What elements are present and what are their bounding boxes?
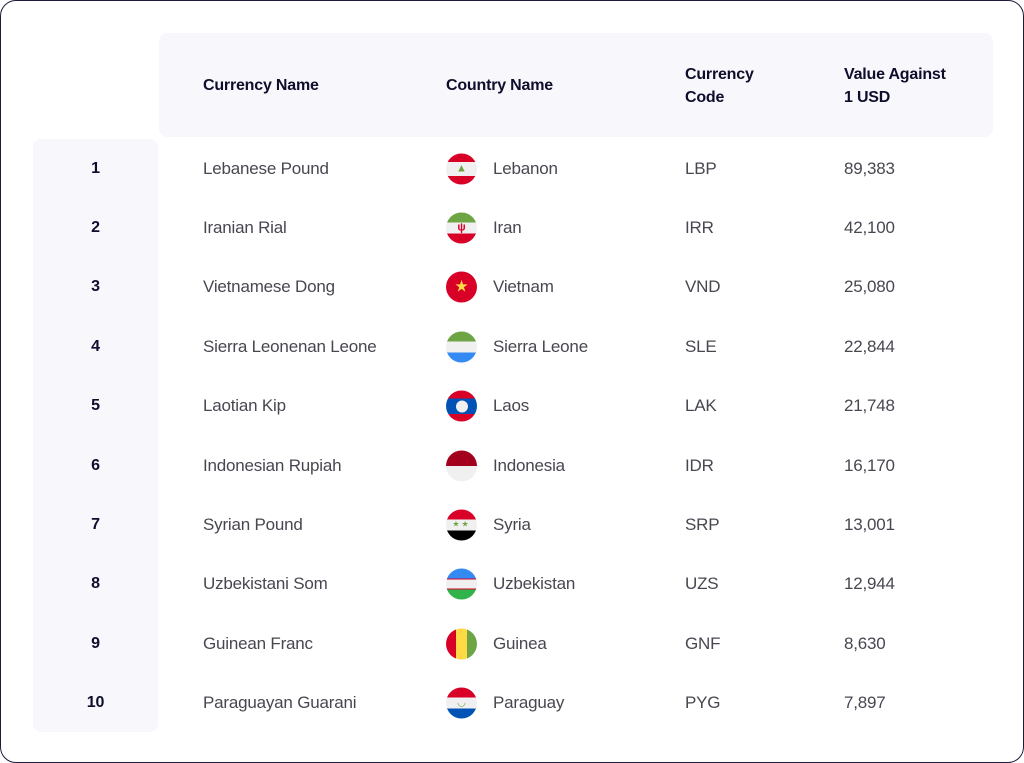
flag-emblem: ▲ <box>456 162 467 174</box>
country-name: Lebanon <box>493 158 558 178</box>
rank-number: 4 <box>91 337 100 355</box>
rank-number: 10 <box>86 694 105 712</box>
value-against-usd: 21,748 <box>844 396 895 416</box>
currency-code: SLE <box>685 336 717 356</box>
header-value-line1: Value Against <box>844 66 946 83</box>
rank-number: 7 <box>91 515 100 533</box>
currency-name: Indonesian Rupiah <box>203 455 342 475</box>
header-country-name: Country Name <box>446 77 553 94</box>
value-against-usd: 25,080 <box>844 277 895 297</box>
sierra-leone-flag-icon <box>446 331 477 363</box>
header-currency-code-line2: Code <box>685 89 725 106</box>
table-row: 9 Guinean Franc Guinea GNF 8,630 <box>1 614 1024 673</box>
country-name: Guinea <box>493 633 547 653</box>
value-against-usd: 22,844 <box>844 336 895 356</box>
flag-emblem: ψ <box>457 221 466 234</box>
currency-code: GNF <box>685 633 721 653</box>
currency-code: UZS <box>685 574 719 594</box>
value-against-usd: 42,100 <box>844 217 895 237</box>
rank-number: 3 <box>91 278 100 296</box>
iran-flag-icon: ψ <box>446 212 477 244</box>
currency-name: Paraguayan Guarani <box>203 693 357 713</box>
flag-emblem: ◡ <box>457 697 466 709</box>
syria-flag-icon: ★★ <box>446 509 477 541</box>
country-name: Indonesia <box>493 455 565 475</box>
header-currency-name: Currency Name <box>203 77 319 94</box>
rank-number: 8 <box>91 575 100 593</box>
country-name: Syria <box>493 514 531 534</box>
header-value-line2: 1 USD <box>844 89 891 106</box>
table-row: 8 Uzbekistani Som Uzbekistan UZS 12,944 <box>1 555 1024 614</box>
currency-name: Syrian Pound <box>203 514 303 534</box>
table-row: 3 Vietnamese Dong ★ Vietnam VND 25,080 <box>1 258 1024 317</box>
lebanon-flag-icon: ▲ <box>446 153 477 184</box>
table-row: 7 Syrian Pound ★★ Syria SRP 13,001 <box>1 495 1024 554</box>
flag-emblem: ★ <box>454 278 469 296</box>
table-row: 1 Lebanese Pound ▲ Lebanon LBP 89,383 <box>1 139 1024 198</box>
currency-code: VND <box>685 277 721 297</box>
header-currency-code: Currency Code <box>685 63 754 109</box>
country-name: Paraguay <box>493 693 565 713</box>
currency-name: Uzbekistani Som <box>203 574 328 594</box>
table-row: 6 Indonesian Rupiah Indonesia IDR 16,170 <box>1 436 1024 495</box>
currency-name: Vietnamese Dong <box>203 277 335 297</box>
value-against-usd: 89,383 <box>844 158 895 178</box>
country-name: Uzbekistan <box>493 574 576 594</box>
country-name: Vietnam <box>493 277 554 297</box>
value-against-usd: 12,944 <box>844 574 895 594</box>
rank-number: 9 <box>91 634 100 652</box>
currency-name: Sierra Leonenan Leone <box>203 336 377 356</box>
currency-name: Lebanese Pound <box>203 158 329 178</box>
vietnam-flag-icon: ★ <box>446 271 477 303</box>
country-name: Sierra Leone <box>493 336 588 356</box>
rank-number: 1 <box>91 159 100 177</box>
currency-code: IRR <box>685 217 714 237</box>
uzbekistan-flag-icon <box>446 568 477 600</box>
currency-code: IDR <box>685 455 714 475</box>
country-name: Laos <box>493 396 530 416</box>
rank-number: 5 <box>91 397 100 415</box>
flag-emblem <box>455 400 468 413</box>
table-row: 10 Paraguayan Guarani ◡ Paraguay PYG 7,897 <box>1 674 1024 733</box>
value-against-usd: 13,001 <box>844 514 895 534</box>
value-against-usd: 7,897 <box>844 693 886 713</box>
currency-name: Guinean Franc <box>203 633 313 653</box>
rank-column <box>33 139 158 732</box>
value-against-usd: 16,170 <box>844 455 895 475</box>
header-currency-code-line1: Currency <box>685 66 754 83</box>
currency-name: Laotian Kip <box>203 396 286 416</box>
laos-flag-icon <box>446 390 477 422</box>
currency-code: LBP <box>685 158 717 178</box>
table-row: 4 Sierra Leonenan Leone Sierra Leone SLE 22,… <box>1 317 1024 376</box>
currency-code: SRP <box>685 514 720 534</box>
table-header <box>159 33 993 137</box>
rank-number: 2 <box>91 218 100 236</box>
table-row: 5 Laotian Kip Laos LAK 21,748 <box>1 377 1024 436</box>
header-value-against-usd: Value Against 1 USD <box>844 63 946 109</box>
indonesia-flag-icon <box>446 450 477 481</box>
currency-code: PYG <box>685 693 721 713</box>
currency-code: LAK <box>685 396 717 416</box>
flag-emblem: ★★ <box>452 519 471 529</box>
currency-name: Iranian Rial <box>203 217 287 237</box>
paraguay-flag-icon: ◡ <box>446 687 477 719</box>
value-against-usd: 8,630 <box>844 633 886 653</box>
rank-number: 6 <box>91 456 100 474</box>
guinea-flag-icon <box>446 628 477 660</box>
country-name: Iran <box>493 217 522 237</box>
table-row: 2 Iranian Rial ψ Iran IRR 42,100 <box>1 198 1024 257</box>
